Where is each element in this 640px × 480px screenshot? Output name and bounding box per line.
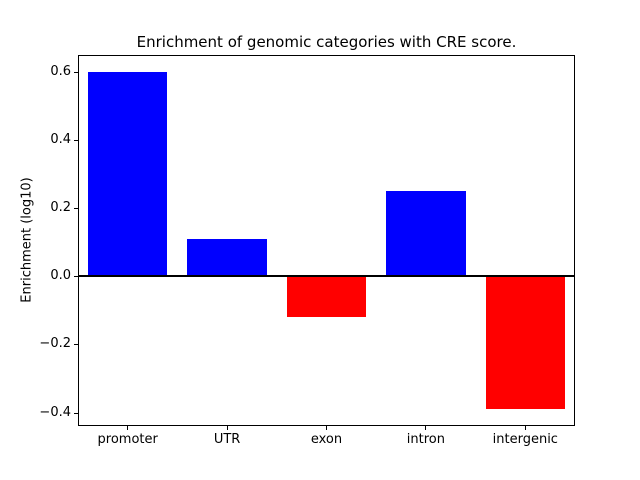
- y-tick-label: 0.2: [50, 200, 71, 216]
- bar-intron: [386, 191, 466, 277]
- x-tick-mark: [425, 426, 427, 430]
- x-tick-mark: [326, 426, 327, 430]
- x-tick-label-intron: intron: [406, 432, 445, 447]
- x-tick-mark: [524, 426, 526, 430]
- y-tick-mark: [74, 139, 78, 141]
- y-tick-label: 0.6: [50, 63, 71, 79]
- bar-exon: [286, 276, 367, 318]
- x-tick-label-intergenic: intergenic: [492, 432, 558, 447]
- bar-intergenic: [485, 276, 566, 410]
- y-tick-mark: [74, 344, 78, 346]
- chart-title: Enrichment of genomic categories with CR…: [136, 33, 517, 51]
- x-tick-label-UTR: UTR: [213, 432, 241, 447]
- y-tick-label: 0.0: [50, 268, 71, 284]
- y-tick-mark: [74, 276, 78, 278]
- y-tick-mark: [74, 71, 78, 73]
- y-tick-label: 0.4: [50, 131, 71, 147]
- y-tick-label: −0.4: [39, 404, 71, 420]
- y-tick-mark: [74, 208, 78, 210]
- zero-line: [78, 275, 575, 278]
- bar-UTR: [187, 238, 267, 277]
- x-tick-label-exon: exon: [310, 432, 343, 447]
- x-tick-mark: [127, 426, 129, 430]
- bar-promoter: [87, 71, 168, 277]
- y-tick-label: −0.2: [39, 336, 71, 352]
- x-tick-mark: [226, 426, 228, 430]
- y-tick-mark: [74, 412, 78, 414]
- x-tick-label-promoter: promoter: [97, 432, 158, 447]
